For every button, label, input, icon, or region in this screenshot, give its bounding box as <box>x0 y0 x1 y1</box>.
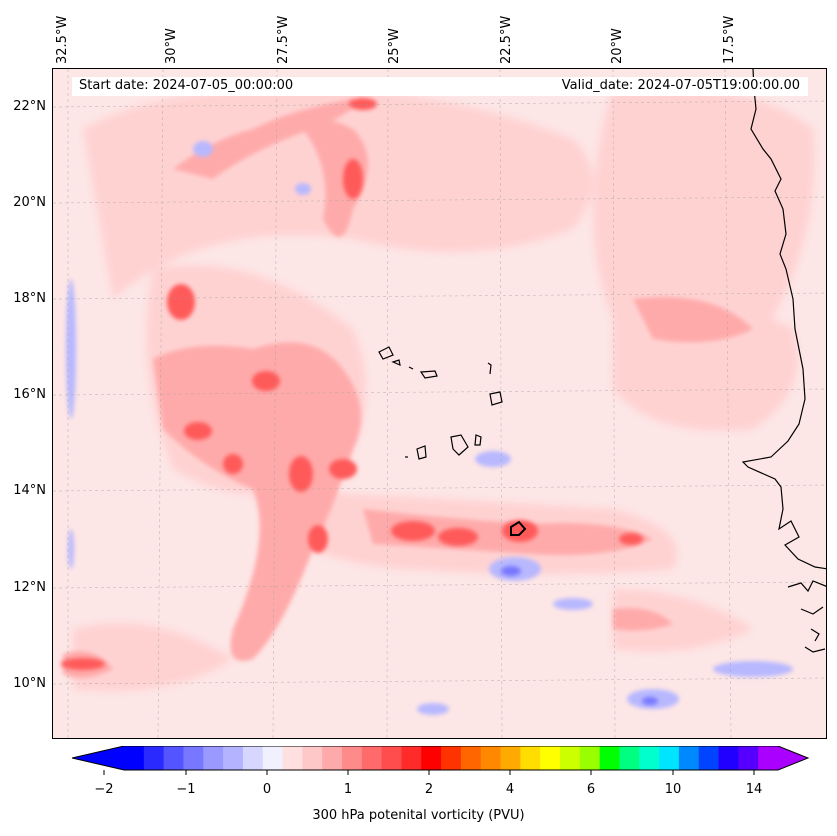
colorbar-segment <box>421 746 442 770</box>
colorbar-segment <box>718 746 739 770</box>
colorbar-segment <box>520 746 541 770</box>
colorbar-segment <box>460 746 482 770</box>
strong-negative-pv <box>501 566 658 705</box>
colorbar-segment <box>242 746 264 770</box>
cb-tick-4: 4 <box>505 782 515 797</box>
island-highlight <box>510 520 527 536</box>
colorbar-segment <box>401 746 422 770</box>
colorbar-segment <box>619 746 640 770</box>
cb-tick-neg2: −2 <box>94 782 114 797</box>
lat-label-10n: 10°N <box>13 676 46 691</box>
lon-label-22-5w: 22.5°W <box>499 15 514 64</box>
colorbar-segment <box>659 746 680 770</box>
colorbar-outline <box>72 746 810 771</box>
pv-field-map <box>53 69 826 738</box>
high-pv-cores <box>61 98 643 670</box>
colorbar-segment <box>480 746 502 770</box>
lon-label-25w: 25°W <box>387 28 402 64</box>
colorbar-segment <box>282 746 303 770</box>
colorbar-segment <box>361 746 383 770</box>
colorbar-segment <box>698 746 720 770</box>
colorbar-segment <box>381 746 402 770</box>
cb-tick-0: 0 <box>262 782 272 797</box>
colorbar-segment <box>678 746 700 770</box>
colorbar-segment <box>738 746 759 770</box>
colorbar-segment <box>183 746 204 770</box>
colorbar-segment <box>223 746 244 770</box>
lon-label-30w: 30°W <box>164 28 179 64</box>
colorbar-segment <box>639 746 660 770</box>
lat-label-16n: 16°N <box>13 387 46 402</box>
colorbar-segment <box>124 746 145 770</box>
cape-verde-islands <box>378 346 503 460</box>
colorbar-segment <box>262 746 284 770</box>
lon-label-17-5w: 17.5°W <box>722 15 737 64</box>
colorbar-segment <box>758 746 779 770</box>
lon-label-20w: 20°W <box>610 28 625 64</box>
lon-label-27-5w: 27.5°W <box>276 15 291 64</box>
guinea-coast-islands <box>787 580 826 653</box>
colorbar-segment <box>322 746 343 770</box>
valid-date-label: Valid_date: 2024-07-05T19:00:00.00 <box>561 78 800 93</box>
colorbar-extend-min <box>72 746 124 770</box>
start-date-label: Start date: 2024-07-05_00:00:00 <box>79 78 294 93</box>
colorbar-extend-max <box>778 746 808 770</box>
colorbar-segment <box>540 746 561 770</box>
header-box <box>72 77 808 96</box>
colorbar-segment <box>579 746 601 770</box>
cb-tick-1: 1 <box>343 782 353 797</box>
cb-tick-14: 14 <box>745 782 763 797</box>
west-africa-coastline <box>741 69 826 570</box>
colorbar-segment <box>143 746 165 770</box>
colorbar-segment <box>342 746 363 770</box>
colorbar-segment <box>203 746 224 770</box>
cb-tick-2: 2 <box>424 782 434 797</box>
colorbar-segment <box>560 746 581 770</box>
graticule <box>53 69 826 738</box>
colorbar-title: 300 hPa potenital vorticity (PVU) <box>312 808 525 823</box>
colorbar-segment <box>302 746 323 770</box>
map-panel <box>52 68 827 739</box>
colorbar-segment <box>599 746 620 770</box>
lat-label-20n: 20°N <box>13 195 46 210</box>
lat-label-22n: 22°N <box>13 99 46 114</box>
cb-tick-6: 6 <box>586 782 596 797</box>
lon-label-32-5w: 32.5°W <box>55 15 70 64</box>
lat-label-18n: 18°N <box>13 291 46 306</box>
colorbar-segment <box>500 746 521 770</box>
cb-tick-neg1: −1 <box>176 782 196 797</box>
cb-tick-10: 10 <box>664 782 682 797</box>
lat-label-14n: 14°N <box>13 483 46 498</box>
colorbar-segment <box>163 746 184 770</box>
negative-pv-regions <box>66 141 793 715</box>
colorbar-segment <box>441 746 462 770</box>
lat-label-12n: 12°N <box>13 580 46 595</box>
colorbar <box>72 746 810 775</box>
